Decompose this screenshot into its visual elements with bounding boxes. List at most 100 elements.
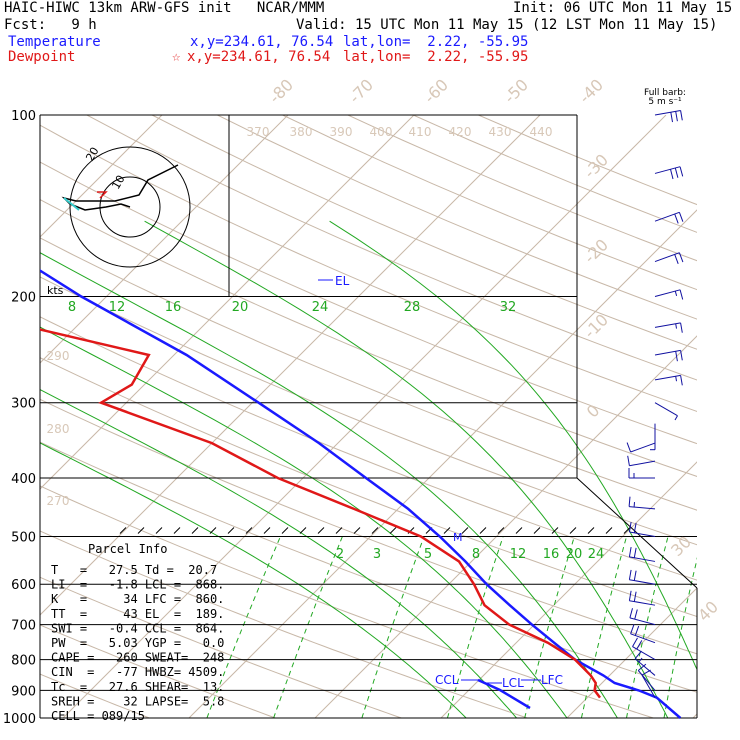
valid-time: Valid: 15 UTC Mon 11 May 15 (12 LST Mon … [296,17,718,33]
wind-barb-flag [674,254,679,264]
wind-barb [634,650,656,676]
wind-barb-flag [633,591,637,602]
theta-label: 400 [370,125,393,139]
isotherm-label: 40 [694,597,722,625]
theta-label: 390 [330,125,353,139]
isotherm-line [40,115,415,490]
wind-barb [641,669,656,698]
wind-barb-staff [654,289,681,298]
wind-barb-flag [678,212,684,222]
wind-barb-staff [654,166,681,174]
wind-barb-staff [629,531,656,537]
hatch-mark [299,527,307,534]
wind-barb-flag [632,637,638,647]
hodograph-ring-10 [99,176,161,238]
wind-barb-flag [628,569,632,580]
temperature-xy: x,y=234.61, 76.54 [190,34,334,50]
dry-adiabat-line [40,576,402,719]
wind-barb [628,547,656,562]
isotherm-line [40,115,541,616]
legend-temperature: Temperature [8,34,101,50]
dry-adiabat-line [40,161,697,445]
wind-barb-staff [630,633,656,644]
wind-barb-flag [678,252,684,263]
parcel-info-row: SWI = -0.4 CCL = 864. [51,621,224,635]
hatch-mark [371,527,379,534]
theta-label: 370 [247,125,270,139]
mixing-ratio-line [524,536,575,719]
parcel-path-line [477,678,531,710]
isotherm-label: -20 [580,235,612,267]
pressure-tick-label: 200 [11,291,36,306]
mixing-ratio-label: 20 [566,547,583,562]
wind-barb [628,590,656,606]
mixing-ratio-label: 24 [588,547,605,562]
hatch-mark [623,527,631,534]
wind-barb [628,468,656,479]
lcl-label: LCL [502,676,524,690]
wind-barb-half-flag [675,376,677,382]
wind-barb-staff [654,110,681,116]
parcel-info-row: PW = 5.03 YGP = 0.0 [51,636,224,650]
hatch-mark [533,527,541,534]
wind-barb-flag [680,375,683,386]
mixing-ratio-label: 32 [500,300,517,315]
dry-adiabat-line [217,115,697,320]
wind-barb-half-flag [674,415,678,421]
pressure-tick-label: 500 [11,530,36,545]
wind-barb-flag [628,547,632,557]
parcel-info-row: SREH = 32 LAPSE= 5.8 [51,694,224,708]
wind-barb-staff [641,674,656,698]
wind-barb-half-flag [638,657,643,663]
dewpoint-profile-line [40,328,601,699]
temperature-latlon: lat,lon= 2.22, -55.95 [343,34,529,50]
theta-label: 270 [47,494,70,508]
dry-adiabat-line [40,199,697,477]
isotherm-label: -50 [500,75,532,107]
mixing-ratio-label: 20 [232,300,249,315]
wind-barb-staff [637,670,656,691]
wind-barb-staff [654,374,681,381]
melting-level-label: M [453,531,463,544]
wind-barb [654,289,684,300]
wind-barb-flag [633,522,637,533]
barb-note-title: Full barb: [644,88,686,98]
wind-barb-staff [629,600,656,606]
parcel-info-row: LI = -1.8 LCL = 868. [51,578,224,592]
wind-barb [654,110,683,123]
wind-barb [654,349,683,362]
pressure-tick-label: 400 [11,472,36,487]
hatch-mark [461,527,469,534]
hatch-mark [569,527,577,534]
wind-barb-half-flag [675,323,677,329]
wind-barb-flag [626,442,632,453]
mixing-ratio-line [580,536,628,719]
wind-barb-staff [629,460,656,467]
isotherm-label: -30 [580,150,612,182]
wind-barb-flag [629,608,633,619]
mixing-ratio-label: 24 [312,300,329,315]
wind-barb-flag [636,640,643,650]
dry-adiabat-line [40,485,654,719]
legend-dewpoint: Dewpoint [8,49,76,65]
hatch-mark [209,527,217,534]
isotherm-label: -60 [420,75,452,107]
wind-barb-flag [634,625,640,636]
dry-adiabat-line [40,237,697,511]
wind-barb-staff [629,556,656,562]
pressure-tick-label: 700 [11,619,36,634]
wind-barb-staff [634,658,656,676]
wind-barb [630,624,656,644]
isotherm-line [692,713,697,719]
parcel-info-row: CELL = 089/15 [51,709,145,723]
mixing-ratio-label: 16 [543,547,560,562]
pressure-tick-label: 600 [11,578,36,593]
wind-barb-flag [637,663,647,671]
hatch-mark [335,527,343,534]
dewpoint-star-icon: ☆ [172,49,181,65]
mixing-ratio-label: 8 [472,547,480,562]
moist-adiabat-line [40,326,568,719]
mixing-ratio-label: 12 [109,300,126,315]
hatch-mark [353,527,361,534]
